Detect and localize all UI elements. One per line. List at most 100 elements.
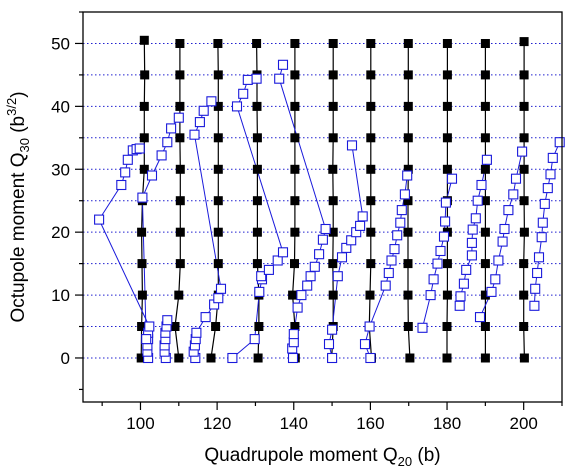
filled-square-point: [139, 164, 149, 174]
open-square-point: [156, 150, 167, 161]
open-square-point: [144, 321, 155, 332]
filled-square-point: [519, 37, 529, 47]
x-tick-label: 160: [356, 414, 384, 433]
y-tick-label: 30: [51, 160, 70, 179]
filled-square-point: [328, 196, 338, 206]
open-square-point: [189, 129, 200, 140]
open-square-point: [472, 195, 483, 206]
filled-square-point: [366, 133, 376, 143]
open-square-point: [461, 264, 472, 275]
y-tick-label: 50: [51, 34, 70, 53]
filled-square-point: [290, 259, 299, 269]
filled-square-point: [328, 101, 338, 111]
filled-square-point: [139, 133, 149, 143]
open-square-point: [146, 170, 158, 181]
filled-square-point: [140, 70, 150, 80]
open-square-point: [438, 231, 450, 242]
open-square-point: [467, 224, 478, 235]
open-square-point: [389, 244, 400, 255]
filled-square-point: [519, 70, 529, 80]
open-square-point: [455, 291, 466, 302]
filled-square-point: [403, 259, 413, 269]
filled-square-point: [175, 164, 185, 174]
x-tick-label: 100: [126, 414, 154, 433]
filled-square-point: [213, 101, 223, 111]
open-square-point: [383, 267, 394, 279]
open-square-point: [256, 271, 267, 282]
filled-square-point: [366, 39, 376, 48]
open-square-point: [357, 211, 368, 222]
axis-ticks: 100 120 140 160 180 200 0 10 20 30 40 50: [51, 11, 563, 433]
open-square-point: [227, 352, 238, 364]
open-square-point: [296, 290, 307, 301]
open-square-point: [242, 74, 253, 85]
open-square-point: [396, 205, 407, 216]
open-square-point: [249, 334, 260, 345]
open-square-point: [359, 339, 371, 350]
open-square-point: [440, 197, 451, 208]
open-square-point: [530, 283, 541, 294]
open-square-point: [503, 205, 514, 216]
filled-square-point: [365, 290, 375, 300]
filled-square-point: [442, 353, 452, 363]
filled-square-point: [442, 101, 452, 111]
open-square-point: [395, 217, 406, 228]
filled-square-point: [206, 353, 216, 363]
filled-square-point: [252, 133, 262, 143]
open-square-point: [417, 322, 428, 333]
filled-square-point: [252, 39, 262, 48]
blue-series-line: [479, 151, 523, 318]
filled-square-point: [253, 353, 263, 363]
open-square-point: [141, 334, 152, 345]
filled-square-point: [290, 196, 300, 206]
filled-square-point: [519, 101, 529, 111]
open-square-point: [532, 267, 543, 279]
filled-square-point: [213, 70, 223, 80]
filled-square-point: [366, 196, 376, 206]
open-square-point: [428, 274, 439, 285]
filled-square-point: [175, 39, 185, 48]
filled-square-point: [442, 322, 452, 331]
open-square-point: [493, 255, 504, 266]
filled-square-point: [139, 101, 149, 111]
open-square-point: [545, 169, 556, 180]
filled-square-point: [442, 290, 452, 300]
filled-square-point: [213, 133, 223, 143]
filled-square-point: [175, 133, 185, 143]
filled-square-point: [252, 259, 262, 269]
open-square-point: [476, 179, 487, 191]
open-square-point: [517, 146, 528, 157]
filled-square-point: [175, 101, 185, 111]
filled-square-point: [213, 259, 223, 269]
filled-square-point: [213, 196, 223, 206]
filled-square-point: [175, 196, 185, 206]
open-square-point: [320, 223, 331, 235]
open-square-point: [200, 312, 211, 323]
open-square-point: [446, 173, 458, 184]
filled-square-point: [137, 227, 147, 237]
filled-square-point: [328, 259, 338, 269]
filled-square-point: [175, 70, 185, 80]
open-square-point: [134, 143, 145, 154]
open-square-point: [497, 236, 508, 247]
open-square-point: [355, 220, 366, 231]
open-square-point: [162, 137, 173, 148]
filled-square-point: [519, 196, 529, 206]
open-square-point: [272, 255, 283, 266]
filled-square-point: [252, 101, 262, 111]
open-square-point: [251, 73, 262, 84]
open-square-point: [215, 283, 227, 294]
filled-square-point: [480, 322, 490, 331]
open-square-point: [346, 140, 358, 151]
open-square-point: [466, 237, 477, 248]
open-square-point: [547, 152, 558, 163]
open-square-point: [435, 245, 446, 257]
open-square-point: [323, 339, 335, 350]
open-square-point: [542, 183, 553, 194]
open-square-point: [254, 286, 265, 297]
filled-square-point: [403, 322, 413, 331]
filled-square-point: [480, 259, 490, 269]
open-square-point: [537, 217, 548, 228]
